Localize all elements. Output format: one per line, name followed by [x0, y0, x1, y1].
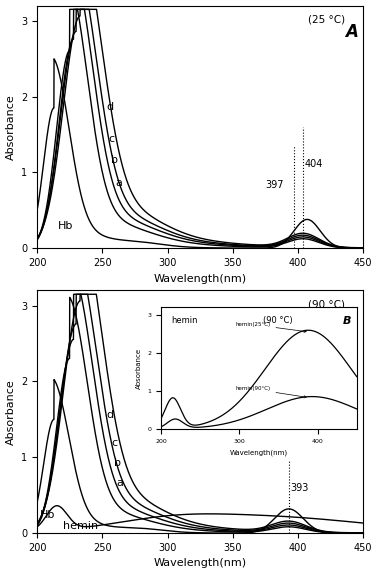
X-axis label: Wavelength(nm): Wavelength(nm): [153, 559, 247, 568]
Text: (90 °C): (90 °C): [308, 300, 345, 309]
Text: 397: 397: [265, 180, 284, 189]
Text: a: a: [117, 478, 124, 488]
Text: c: c: [109, 134, 115, 144]
Text: Hb: Hb: [40, 510, 55, 520]
Text: b: b: [112, 156, 118, 165]
Text: B: B: [345, 308, 358, 325]
Text: b: b: [114, 459, 121, 468]
Text: 404: 404: [305, 159, 323, 169]
Text: A: A: [345, 22, 358, 41]
Text: Hb: Hb: [58, 222, 73, 231]
Y-axis label: Absorbance: Absorbance: [6, 379, 15, 445]
Text: hemin: hemin: [63, 521, 98, 532]
Text: d: d: [106, 102, 113, 113]
Text: a: a: [115, 178, 122, 188]
X-axis label: Wavelength(nm): Wavelength(nm): [153, 274, 247, 284]
Text: c: c: [112, 438, 118, 448]
Text: (25 °C): (25 °C): [308, 14, 345, 25]
Text: 393: 393: [290, 483, 308, 494]
Y-axis label: Absorbance: Absorbance: [6, 94, 15, 160]
Text: d: d: [106, 410, 113, 420]
